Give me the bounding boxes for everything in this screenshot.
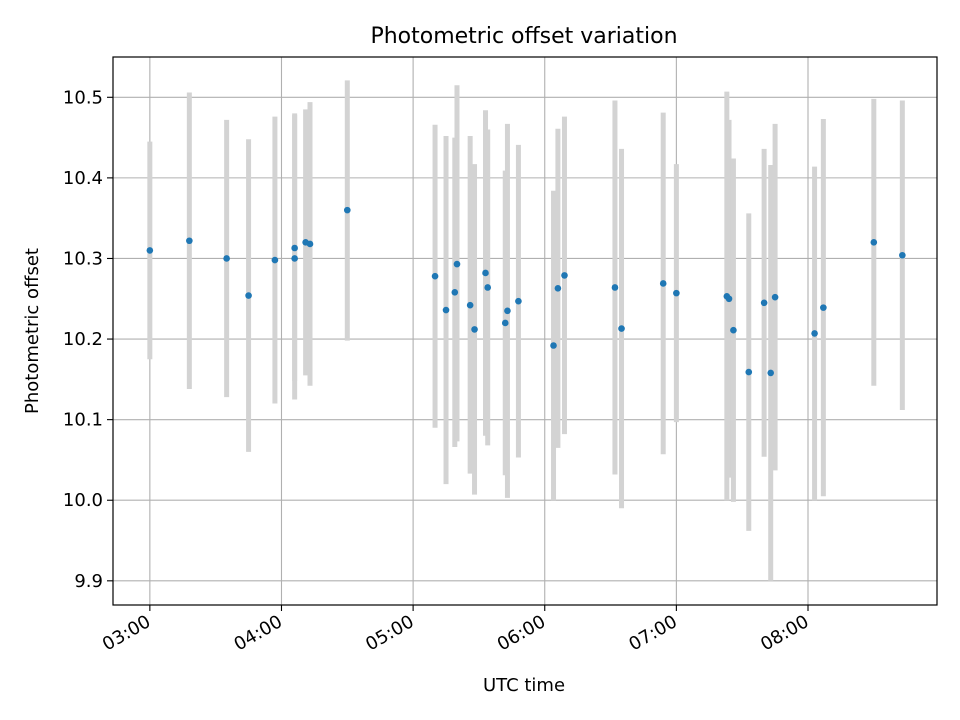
data-point [186,237,193,245]
data-point [501,319,509,327]
point-layer [146,206,906,377]
chart-title: Photometric offset variation [370,24,677,49]
data-point [745,368,753,376]
data-point [271,256,279,264]
data-point [442,306,450,314]
data-point [291,255,298,262]
data-point [453,260,461,268]
data-point [306,240,314,248]
y-tick-label: 10.1 [63,410,103,431]
data-point [471,326,478,333]
data-point [146,247,154,254]
y-axis-label: Photometric offset [22,248,43,414]
data-point [504,307,511,315]
plot-frame [112,56,938,606]
data-point [771,293,779,301]
data-point [223,255,230,262]
data-point [515,297,522,305]
data-point [659,280,667,287]
y-tick-label: 10.5 [63,87,103,108]
data-point [245,292,252,299]
data-point [451,289,459,296]
data-point [811,330,818,337]
data-point [344,206,351,214]
data-point [767,369,775,377]
data-point [431,272,439,280]
data-point [730,326,737,334]
data-point [618,325,625,332]
data-point [673,289,680,297]
data-point [291,244,298,252]
data-point [466,301,474,309]
data-point [611,284,619,291]
y-tick-label: 10.0 [63,490,103,511]
data-point [760,299,768,307]
data-point [484,284,492,291]
data-point [550,342,557,349]
x-axis-label: UTC time [483,675,565,696]
y-tick-label: 10.3 [63,248,103,269]
data-point [561,272,568,279]
y-tick-label: 10.2 [63,329,103,350]
data-point [820,304,827,311]
data-point [899,251,906,259]
y-tick-label: 9.9 [74,571,103,592]
y-tick-label: 10.4 [63,168,103,189]
data-point [482,269,489,277]
data-point [554,284,562,292]
data-point [725,295,733,303]
data-point [870,239,878,246]
